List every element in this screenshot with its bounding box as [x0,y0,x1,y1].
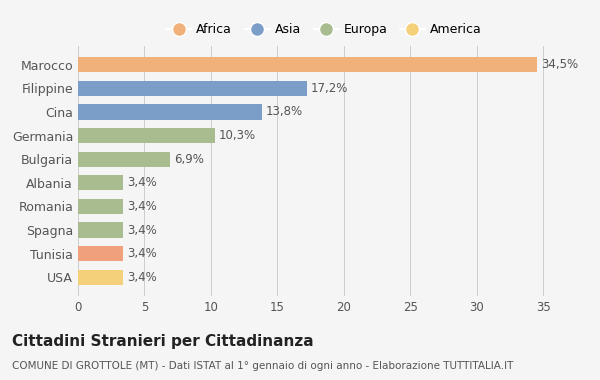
Text: 3,4%: 3,4% [127,200,157,213]
Bar [78,246,123,261]
Legend: Africa, Asia, Europa, America: Africa, Asia, Europa, America [163,19,485,40]
Text: 3,4%: 3,4% [127,223,157,237]
Text: 10,3%: 10,3% [219,129,256,142]
Bar [78,128,215,143]
Text: Cittadini Stranieri per Cittadinanza: Cittadini Stranieri per Cittadinanza [12,334,314,349]
Bar [78,199,123,214]
Bar [78,175,123,190]
Text: 6,9%: 6,9% [174,153,203,166]
Bar [78,222,123,238]
Text: 3,4%: 3,4% [127,247,157,260]
Bar [78,81,307,96]
Text: 3,4%: 3,4% [127,176,157,189]
Text: 3,4%: 3,4% [127,271,157,284]
Text: 34,5%: 34,5% [541,58,578,71]
Text: 13,8%: 13,8% [265,105,302,119]
Text: COMUNE DI GROTTOLE (MT) - Dati ISTAT al 1° gennaio di ogni anno - Elaborazione T: COMUNE DI GROTTOLE (MT) - Dati ISTAT al … [12,361,514,371]
Bar [78,270,123,285]
Bar [78,57,537,72]
Bar [78,152,170,167]
Bar [78,104,262,120]
Text: 17,2%: 17,2% [311,82,348,95]
